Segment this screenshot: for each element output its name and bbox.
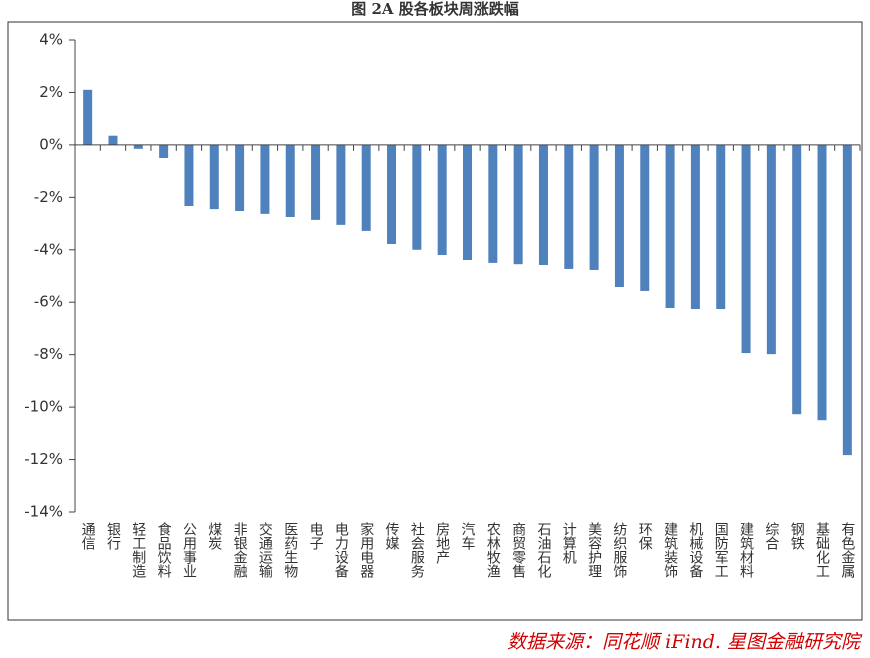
y-tick-label: 2% (39, 83, 63, 101)
x-tick-label: 煤炭 (206, 522, 222, 550)
bar (361, 144, 371, 231)
x-tick-label: 机械设备 (687, 522, 703, 578)
bar (564, 144, 574, 269)
x-tick-label: 汽车 (460, 522, 476, 550)
x-tick-label: 钢铁 (789, 522, 805, 550)
bar (690, 144, 700, 310)
bar (665, 144, 675, 308)
bar (716, 144, 726, 310)
chart-title: 图 2A 股各板块周涨跌幅 (351, 0, 519, 18)
x-tick-label: 农林牧渔 (485, 522, 501, 578)
x-tick-label: 轻工制造 (130, 522, 146, 579)
bar (336, 144, 346, 225)
bar (285, 144, 295, 217)
bar (614, 144, 624, 288)
x-tick-label: 石油石化 (535, 522, 551, 579)
x-tick-label: 公用事业 (181, 522, 197, 578)
x-tick-label: 有色金属 (839, 522, 855, 578)
source-note: 数据来源：同花顺 iFind. 星图金融研究院 (507, 631, 863, 653)
bar (387, 144, 397, 245)
bar (640, 144, 650, 291)
bar (817, 144, 827, 421)
bar (412, 144, 422, 250)
x-tick-label: 食品饮料 (156, 521, 172, 578)
bar (538, 144, 548, 265)
x-tick-label: 非银金融 (232, 522, 248, 578)
x-tick-label: 电力设备 (333, 522, 349, 578)
bar (741, 144, 751, 354)
y-tick-label: -12% (24, 450, 63, 468)
bar (159, 144, 169, 158)
x-tick-label: 银行 (105, 522, 121, 551)
bar (311, 144, 321, 220)
x-tick-label: 综合 (763, 522, 779, 550)
x-tick-label: 社会服务 (409, 522, 425, 578)
bar (108, 135, 118, 145)
x-tick-label: 商贸零售 (510, 522, 526, 578)
y-tick-label: -10% (24, 398, 63, 416)
bar (766, 144, 776, 355)
bar (235, 144, 245, 211)
bar (792, 144, 802, 415)
x-tick-label: 传媒 (384, 522, 400, 550)
y-tick-label: -14% (24, 503, 63, 521)
y-tick-label: -4% (34, 240, 63, 258)
x-tick-label: 房地产 (434, 522, 450, 565)
bar (209, 144, 219, 210)
y-tick-label: -8% (34, 345, 63, 363)
x-tick-label: 通信 (80, 522, 96, 550)
x-tick-label: 基础化工 (814, 521, 830, 578)
x-tick-label: 家用电器 (358, 521, 374, 578)
bar (83, 89, 93, 145)
bar (133, 144, 143, 149)
bar (488, 144, 498, 263)
x-tick-label: 美容护理 (586, 522, 602, 578)
x-tick-label: 环保 (637, 522, 653, 550)
bar (260, 144, 270, 214)
y-tick-label: 4% (39, 31, 63, 49)
bar (437, 144, 447, 256)
bar (589, 144, 599, 270)
y-tick-label: 0% (39, 135, 63, 153)
x-tick-label: 电子 (308, 522, 324, 550)
bar (842, 144, 852, 456)
bar (184, 144, 194, 206)
x-tick-label: 计算机 (561, 522, 577, 565)
x-tick-label: 建筑装饰 (662, 522, 678, 578)
bar (513, 144, 523, 265)
chart-frame (7, 21, 863, 621)
x-tick-label: 国防军工 (713, 522, 729, 578)
x-tick-label: 医药生物 (282, 522, 298, 579)
x-tick-label: 纺织服饰 (611, 522, 627, 578)
x-tick-label: 建筑材料 (738, 522, 754, 578)
bar (463, 144, 472, 261)
y-tick-label: -6% (34, 293, 63, 311)
x-tick-label: 交通运输 (257, 521, 273, 578)
y-tick-label: -2% (34, 188, 63, 206)
